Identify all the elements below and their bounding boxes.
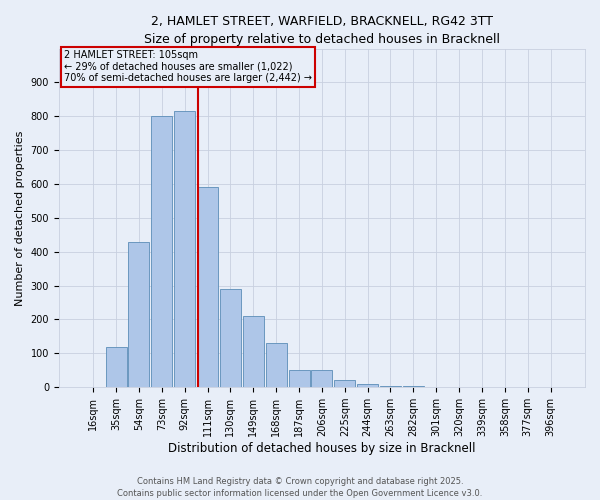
Bar xyxy=(151,116,172,387)
Bar xyxy=(128,242,149,387)
X-axis label: Distribution of detached houses by size in Bracknell: Distribution of detached houses by size … xyxy=(168,442,476,455)
Text: Contains HM Land Registry data © Crown copyright and database right 2025.
Contai: Contains HM Land Registry data © Crown c… xyxy=(118,476,482,498)
Bar xyxy=(197,188,218,387)
Bar xyxy=(311,370,332,387)
Bar xyxy=(403,386,424,387)
Title: 2, HAMLET STREET, WARFIELD, BRACKNELL, RG42 3TT
Size of property relative to det: 2, HAMLET STREET, WARFIELD, BRACKNELL, R… xyxy=(144,15,500,46)
Bar xyxy=(106,346,127,387)
Text: 2 HAMLET STREET: 105sqm
← 29% of detached houses are smaller (1,022)
70% of semi: 2 HAMLET STREET: 105sqm ← 29% of detache… xyxy=(64,50,312,84)
Bar xyxy=(266,343,287,387)
Bar xyxy=(357,384,378,387)
Bar xyxy=(426,386,447,387)
Bar xyxy=(334,380,355,387)
Y-axis label: Number of detached properties: Number of detached properties xyxy=(15,130,25,306)
Bar xyxy=(220,289,241,387)
Bar xyxy=(174,111,195,387)
Bar xyxy=(380,386,401,387)
Bar xyxy=(289,370,310,387)
Bar xyxy=(243,316,264,387)
